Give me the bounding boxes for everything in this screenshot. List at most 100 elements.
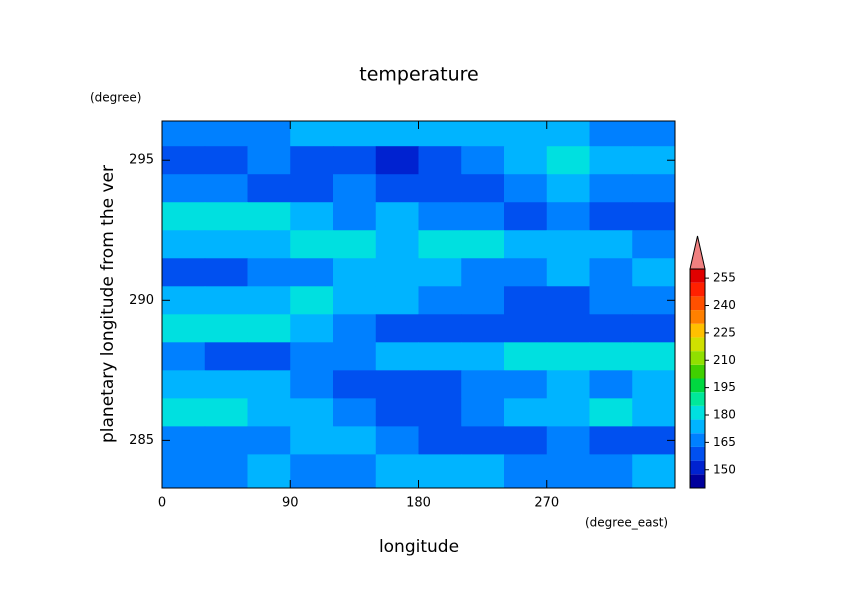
cell [418, 314, 462, 343]
cell [162, 370, 206, 399]
colorbar-box [690, 364, 705, 379]
cell [290, 258, 334, 287]
colorbar-box [690, 392, 705, 406]
cell [546, 258, 590, 287]
cell [290, 146, 334, 175]
cell [418, 454, 462, 488]
cell [204, 121, 248, 147]
cell [290, 370, 334, 399]
cell [247, 230, 291, 259]
cell [375, 230, 419, 259]
cell [290, 230, 334, 259]
cell [461, 426, 505, 455]
cell [461, 314, 505, 343]
cell [247, 174, 291, 203]
cell [333, 286, 377, 315]
cell [418, 174, 462, 203]
colorbar-box [690, 474, 705, 488]
colorbar-box [690, 269, 705, 283]
x-tick-label: 180 [406, 496, 431, 511]
cell [418, 230, 462, 259]
cell [504, 258, 548, 287]
cell [632, 342, 675, 371]
cell [418, 121, 462, 147]
cell [589, 146, 633, 175]
cell [589, 121, 633, 147]
colorbar-box [690, 378, 705, 393]
cell [589, 202, 633, 231]
cell [375, 258, 419, 287]
cell [290, 314, 334, 343]
cell [461, 230, 505, 259]
cell [504, 146, 548, 175]
cell [504, 454, 548, 488]
cell [546, 426, 590, 455]
cell [461, 121, 505, 147]
cell [418, 202, 462, 231]
cell [589, 286, 633, 315]
cell [290, 121, 334, 147]
cell [290, 342, 334, 371]
cell [546, 174, 590, 203]
cell [204, 426, 248, 455]
cell [247, 314, 291, 343]
cell [333, 314, 377, 343]
cell [589, 398, 633, 427]
cell [461, 286, 505, 315]
colorbar-box [690, 323, 705, 338]
colorbar-box [690, 282, 705, 297]
cell [546, 230, 590, 259]
cell [418, 342, 462, 371]
cell [632, 202, 675, 231]
cell [418, 398, 462, 427]
cell [546, 454, 590, 488]
cell [290, 286, 334, 315]
cell [375, 146, 419, 175]
cell [461, 258, 505, 287]
cell [632, 230, 675, 259]
cell [375, 174, 419, 203]
cell [589, 258, 633, 287]
cell [290, 202, 334, 231]
x-tick-label: 0 [158, 496, 166, 511]
cell [504, 370, 548, 399]
colorbar-box [690, 460, 705, 475]
cell [504, 426, 548, 455]
cell [418, 286, 462, 315]
cell [632, 314, 675, 343]
y-units: (degree) [90, 91, 141, 105]
cell [418, 426, 462, 455]
cell [589, 370, 633, 399]
cell [375, 342, 419, 371]
cell [247, 370, 291, 399]
cell [162, 174, 206, 203]
cell [162, 314, 206, 343]
cell [333, 230, 377, 259]
cell [632, 258, 675, 287]
cell [589, 174, 633, 203]
colorbar-label: 195 [713, 380, 736, 394]
cell [204, 454, 248, 488]
cell [204, 286, 248, 315]
cell [546, 342, 590, 371]
cell [333, 398, 377, 427]
cell [290, 426, 334, 455]
cell [546, 398, 590, 427]
x-tick-label: 270 [534, 496, 559, 511]
cell [375, 202, 419, 231]
cell [546, 146, 590, 175]
colorbar-over [689, 235, 706, 270]
cell [546, 202, 590, 231]
cell [162, 258, 206, 287]
colorbar-label: 225 [713, 325, 736, 339]
cell [204, 230, 248, 259]
cell [162, 230, 206, 259]
cell [546, 314, 590, 343]
cell [247, 398, 291, 427]
cell [375, 121, 419, 147]
cell [375, 454, 419, 488]
cell [504, 174, 548, 203]
cell [632, 121, 675, 147]
cell [290, 398, 334, 427]
